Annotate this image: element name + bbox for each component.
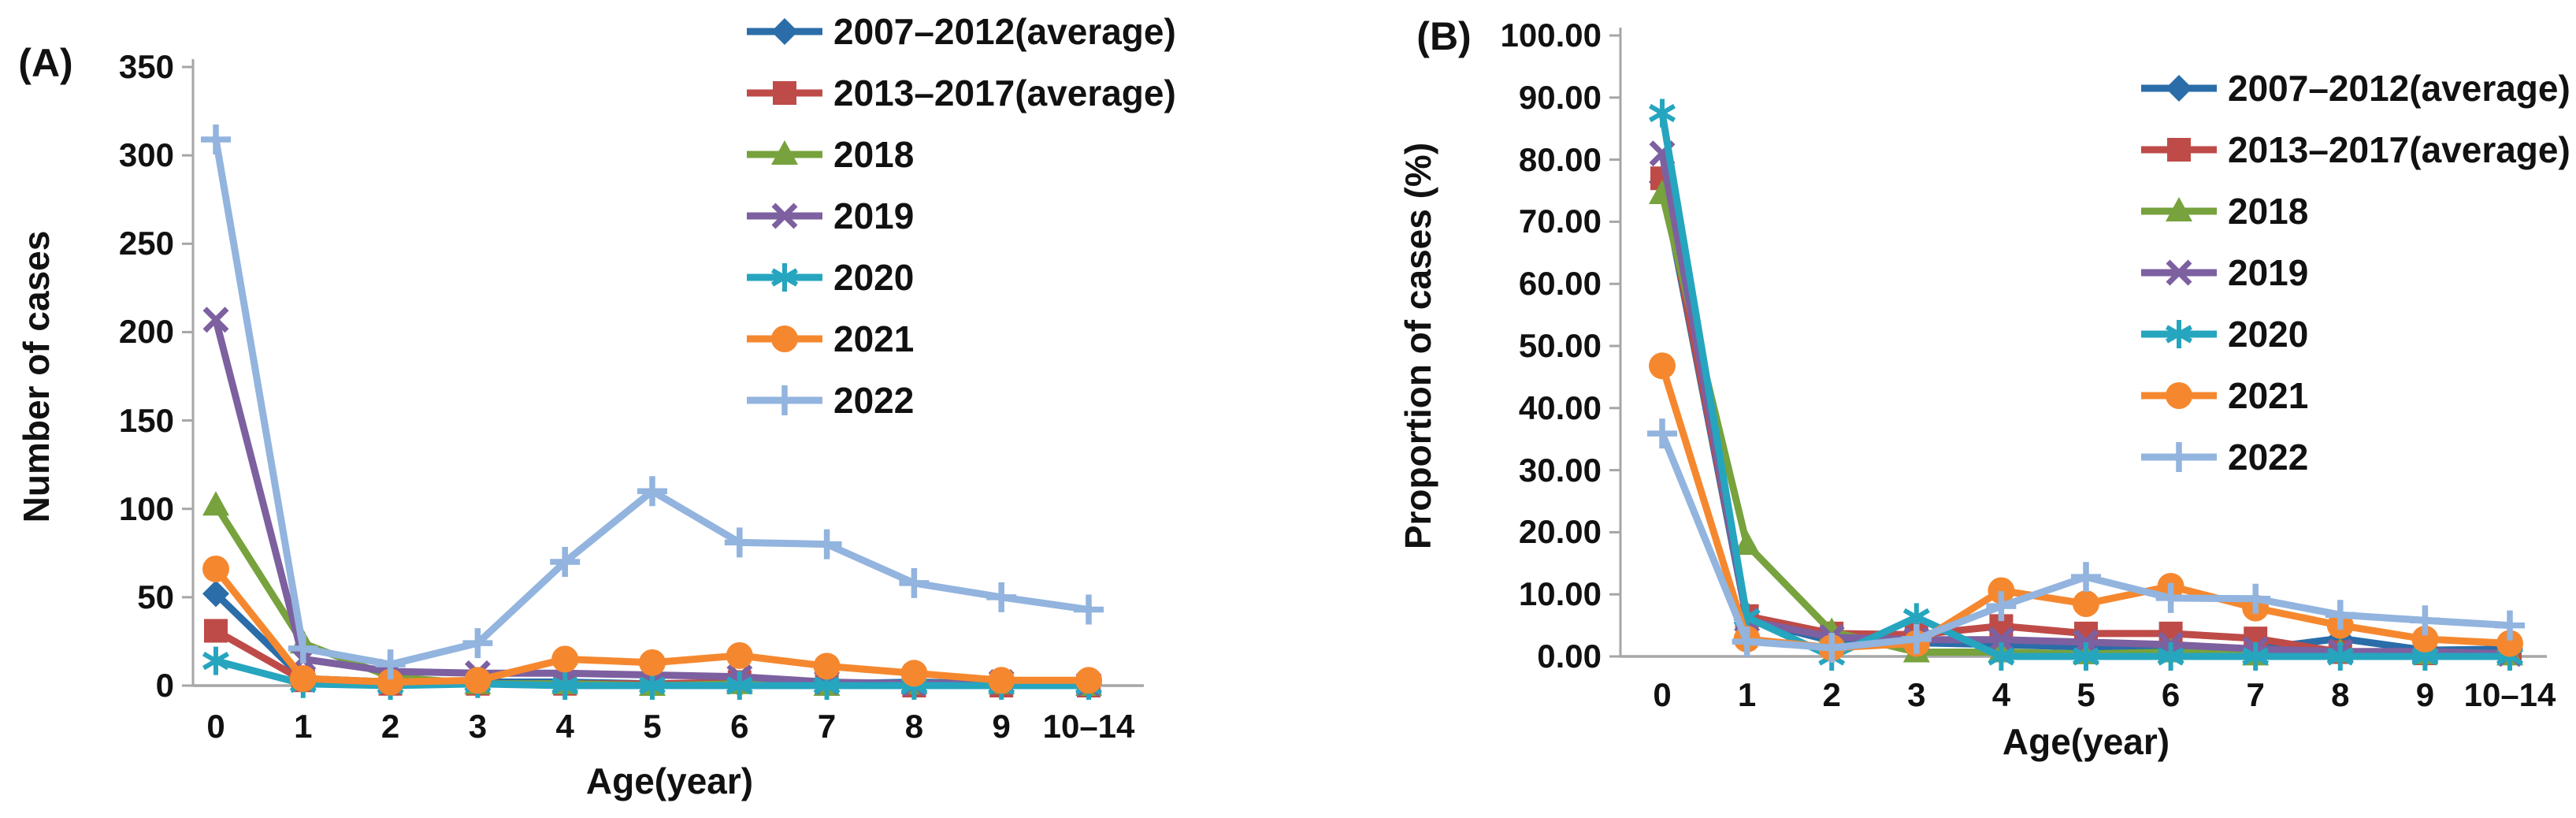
plus-marker bbox=[1647, 418, 1677, 449]
triangle-marker bbox=[1733, 530, 1761, 556]
plus-marker bbox=[550, 547, 581, 577]
circle-marker bbox=[639, 649, 666, 676]
plus-marker bbox=[2325, 600, 2355, 630]
asterisk-marker bbox=[2157, 642, 2184, 671]
marker-stroke bbox=[1648, 103, 1676, 123]
marker-stroke bbox=[2072, 647, 2100, 666]
series-2022 bbox=[1647, 418, 2525, 663]
asterisk-marker bbox=[551, 671, 579, 700]
plus-marker bbox=[1986, 591, 2017, 622]
series-2022 bbox=[201, 124, 1104, 680]
x-marker bbox=[202, 307, 229, 333]
plus-marker bbox=[1074, 594, 1104, 625]
circle-marker bbox=[377, 668, 404, 696]
asterisk-marker bbox=[202, 646, 230, 675]
marker-stroke bbox=[2157, 647, 2184, 666]
asterisk-marker bbox=[2242, 642, 2270, 671]
circle-marker bbox=[464, 667, 492, 694]
plus-marker bbox=[462, 628, 493, 659]
marker-stroke bbox=[202, 307, 229, 333]
marker-stroke bbox=[1902, 608, 1930, 627]
plus-marker bbox=[2495, 610, 2525, 641]
panel-b bbox=[1609, 28, 2547, 658]
asterisk-marker bbox=[2326, 642, 2354, 671]
asterisk-marker bbox=[638, 671, 666, 700]
asterisk-marker bbox=[1648, 99, 1676, 128]
series-line bbox=[212, 136, 1093, 668]
marker-stroke bbox=[813, 676, 841, 695]
circle-marker bbox=[1649, 352, 1676, 380]
triangle-marker bbox=[202, 491, 229, 516]
plus-marker bbox=[1817, 632, 1847, 663]
marker-stroke bbox=[1988, 627, 2014, 653]
circle-marker bbox=[900, 660, 928, 687]
plus-marker bbox=[986, 582, 1017, 612]
x-marker bbox=[1988, 627, 2014, 653]
plus-marker bbox=[637, 476, 667, 507]
circle-marker bbox=[289, 665, 317, 693]
circle-marker bbox=[1075, 667, 1102, 694]
marker-stroke bbox=[551, 676, 579, 695]
diamond-marker bbox=[202, 580, 229, 608]
plus-marker bbox=[811, 529, 842, 560]
marker-stroke bbox=[2411, 647, 2439, 666]
circle-marker bbox=[988, 667, 1015, 694]
marker-stroke bbox=[2326, 647, 2354, 666]
marker-stroke bbox=[2242, 647, 2270, 666]
asterisk-marker bbox=[2072, 642, 2100, 671]
series-2021 bbox=[202, 555, 1102, 696]
plus-marker bbox=[1732, 627, 1762, 657]
plus-marker bbox=[899, 567, 930, 598]
plus-marker bbox=[2240, 583, 2271, 614]
circle-marker bbox=[1988, 577, 2015, 604]
asterisk-marker bbox=[726, 671, 753, 700]
plus-marker bbox=[288, 633, 318, 664]
circle-marker bbox=[2496, 630, 2523, 657]
plus-marker bbox=[2410, 605, 2441, 636]
circle-marker bbox=[726, 641, 753, 669]
plus-marker bbox=[201, 124, 231, 154]
circle-marker bbox=[551, 645, 579, 673]
circle-marker bbox=[202, 555, 229, 582]
marker-stroke bbox=[638, 676, 666, 695]
plus-marker bbox=[2155, 582, 2186, 613]
plus-marker bbox=[375, 649, 406, 680]
plus-marker bbox=[724, 527, 755, 558]
circle-marker bbox=[2411, 625, 2439, 653]
asterisk-marker bbox=[1988, 642, 2015, 671]
marker-stroke bbox=[202, 652, 230, 671]
circle-marker bbox=[2073, 590, 2099, 618]
plus-marker bbox=[2071, 562, 2101, 593]
plus-marker bbox=[1901, 623, 1932, 654]
marker-stroke bbox=[1988, 647, 2015, 666]
circle-marker bbox=[813, 653, 841, 680]
marker-stroke bbox=[726, 676, 753, 695]
square-marker bbox=[204, 619, 228, 643]
